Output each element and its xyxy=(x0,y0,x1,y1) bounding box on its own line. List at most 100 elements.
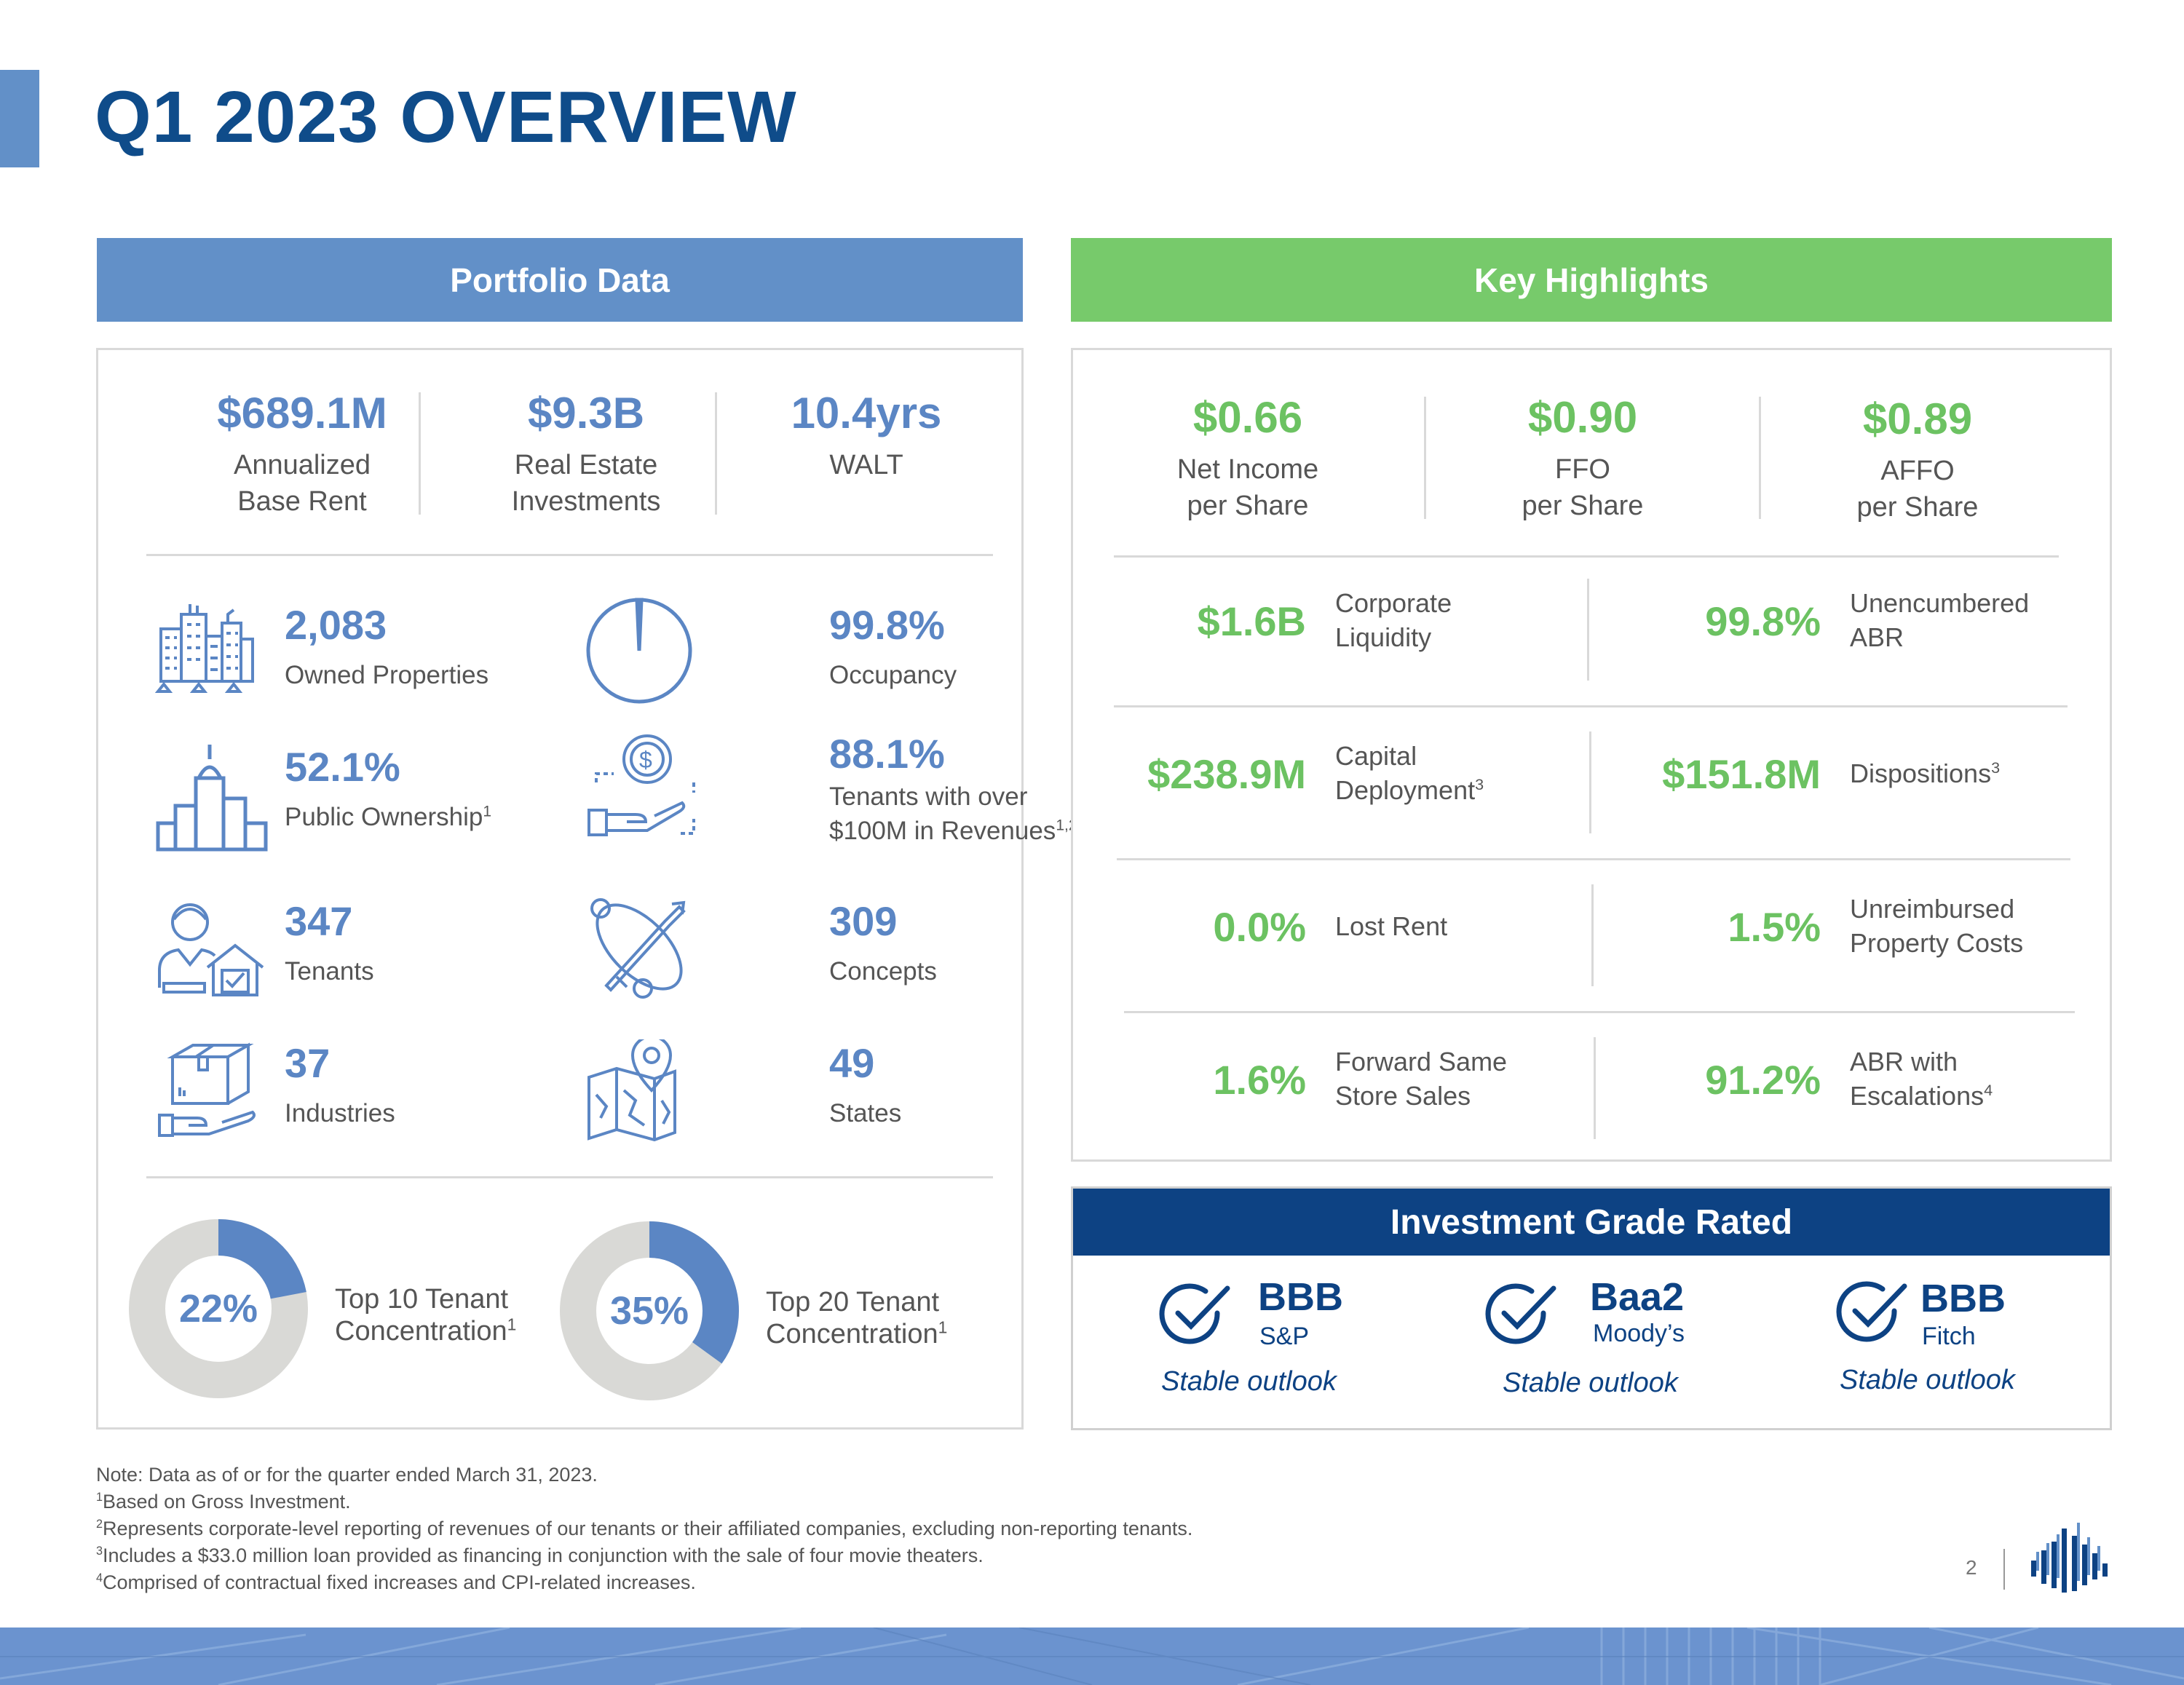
stat-value: 99.8% xyxy=(829,602,945,648)
stat-ffo-per-share: $0.90 FFO per Share xyxy=(1466,392,1699,524)
page-number: 2 xyxy=(1966,1556,1977,1579)
footnote-ref: 4 xyxy=(1984,1081,1993,1099)
company-logo-icon xyxy=(2031,1523,2108,1593)
highlight-label: Capital xyxy=(1335,741,1417,771)
stat-real-estate-investments: $9.3B Real Estate Investments xyxy=(462,388,710,520)
footnote-number: 3 xyxy=(96,1545,103,1558)
stat-label: Tenants xyxy=(285,957,374,986)
stat-label: Occupancy xyxy=(829,661,957,689)
highlight-label: Unencumbered xyxy=(1850,588,2030,618)
rating-outlook: Stable outlook xyxy=(1840,1365,2015,1395)
highlight-label: ABR xyxy=(1850,622,1904,652)
highlight-label: Lost Rent xyxy=(1335,911,1448,941)
stat-value: 10.4yrs xyxy=(791,389,942,437)
divider xyxy=(419,392,421,515)
rating-agency: Moody’s xyxy=(1593,1320,1685,1347)
stat-value: $0.66 xyxy=(1192,393,1303,442)
checkmark-icon xyxy=(1485,1283,1556,1344)
donut-value-arc xyxy=(560,1221,739,1400)
checkmark-icon xyxy=(1836,1281,1907,1342)
stat-label: AFFO xyxy=(1880,456,1955,486)
key-header-label: Key Highlights xyxy=(1473,261,1709,299)
investment-grade-panel: Investment Grade Rated BBB S&P Stable ou… xyxy=(1071,1186,2112,1430)
stat-label: Real Estate xyxy=(514,450,658,480)
stat-value: $689.1M xyxy=(217,389,387,437)
stat-label: Owned Properties xyxy=(285,661,489,689)
highlight-label: Property Costs xyxy=(1850,928,2024,958)
highlight-label: ABR with xyxy=(1850,1047,1958,1077)
stat-label: Investments xyxy=(511,486,661,517)
stat-value: $0.90 xyxy=(1527,393,1638,442)
stat-label: FFO xyxy=(1555,454,1610,485)
stat-label-text: Public Ownership xyxy=(285,803,483,831)
footer-building-graphic xyxy=(0,1627,2184,1685)
stat-value: 2,083 xyxy=(285,602,387,648)
concepts-icon xyxy=(590,898,686,999)
key-highlights-panel: $0.66 Net Income per Share $0.90 FFO per… xyxy=(1071,348,2112,1162)
stat-walt: 10.4yrs WALT xyxy=(739,388,994,483)
buildings-icon xyxy=(155,604,254,693)
highlight-value: 91.2% xyxy=(1705,1057,1821,1103)
top-20-concentration-donut xyxy=(560,1221,739,1400)
donut-label-text: Concentration xyxy=(766,1319,938,1349)
footnote-text: Based on Gross Investment. xyxy=(103,1491,351,1512)
footnote-text: Represents corporate-level reporting of … xyxy=(103,1518,1193,1539)
map-pin-icon xyxy=(587,1039,676,1141)
highlight-label-text: Escalations xyxy=(1850,1081,1985,1111)
highlight-label: Dispositions3 xyxy=(1850,756,2000,791)
highlight-value: 99.8% xyxy=(1705,598,1821,644)
footnote-4: 4Comprised of contractual fixed increase… xyxy=(96,1569,1192,1596)
page-title: Q1 2023 OVERVIEW xyxy=(95,76,797,158)
stat-label: per Share xyxy=(1187,491,1309,521)
rating-agency: S&P xyxy=(1259,1323,1310,1350)
divider xyxy=(1114,705,2068,707)
stat-label: per Share xyxy=(1856,492,1979,523)
footnotes: Note: Data as of or for the quarter ende… xyxy=(96,1462,1192,1596)
checkmark-icon xyxy=(1159,1283,1230,1344)
stat-value: $0.89 xyxy=(1862,395,1973,443)
footnote-3: 3Includes a $33.0 million loan provided … xyxy=(96,1542,1192,1569)
stat-label: Net Income xyxy=(1176,454,1319,485)
pie-icon xyxy=(586,598,692,704)
divider xyxy=(1587,579,1589,681)
divider xyxy=(1117,858,2070,860)
highlight-label: Corporate xyxy=(1335,588,1452,618)
investment-grade-header: Investment Grade Rated xyxy=(1073,1189,2110,1256)
portfolio-header-label: Portfolio Data xyxy=(450,261,670,299)
stat-net-income-per-share: $0.66 Net Income per Share xyxy=(1131,392,1364,524)
tenant-icon xyxy=(158,903,264,996)
highlight-label: Escalations4 xyxy=(1850,1079,1993,1114)
stat-label: Tenants with over xyxy=(829,782,1028,811)
package-hand-icon xyxy=(158,1042,256,1137)
highlight-label: Forward Same xyxy=(1335,1047,1508,1077)
svg-text:$: $ xyxy=(639,747,652,773)
stat-annualized-base-rent: $689.1M Annualized Base Rent xyxy=(157,388,448,520)
tower-icon xyxy=(156,745,268,852)
donut-label: Top 20 Tenant xyxy=(766,1287,940,1317)
footnote-text: Includes a $33.0 million loan provided a… xyxy=(103,1545,984,1566)
rating-agency: Fitch xyxy=(1922,1323,1976,1350)
stat-label: Concepts xyxy=(829,957,937,986)
title-accent-bar xyxy=(0,70,39,167)
stat-label: per Share xyxy=(1522,491,1644,521)
portfolio-data-panel: $689.1M Annualized Base Rent $9.3B Real … xyxy=(96,348,1077,1430)
highlight-value: $151.8M xyxy=(1662,751,1821,797)
stat-affo-per-share: $0.89 AFFO per Share xyxy=(1801,394,2034,526)
stat-label: WALT xyxy=(829,450,903,480)
stat-value: 309 xyxy=(829,898,898,944)
money-hand-icon: $ xyxy=(587,734,695,836)
portfolio-data-header: Portfolio Data xyxy=(97,238,1023,322)
highlight-value: 1.6% xyxy=(1213,1057,1306,1103)
stat-value: 52.1% xyxy=(285,744,400,790)
stat-label: Base Rent xyxy=(237,486,367,517)
stat-value: 88.1% xyxy=(829,731,945,777)
donut-value-arc xyxy=(129,1219,308,1398)
rating-outlook: Stable outlook xyxy=(1503,1368,1678,1398)
stat-label: States xyxy=(829,1099,902,1127)
donut-label: Concentration1 xyxy=(335,1315,516,1347)
rating-outlook: Stable outlook xyxy=(1161,1366,1337,1397)
divider xyxy=(1594,1037,1596,1139)
footnote-number: 2 xyxy=(96,1518,103,1531)
stat-value: 347 xyxy=(285,898,353,944)
footer-image-band xyxy=(0,1627,2184,1685)
